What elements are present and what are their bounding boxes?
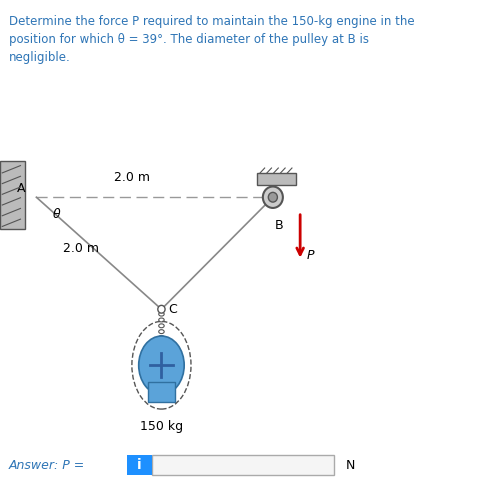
Text: 150 kg: 150 kg	[140, 420, 183, 432]
Text: Answer: P =: Answer: P =	[9, 459, 89, 471]
FancyBboxPatch shape	[127, 455, 152, 475]
Text: 2.0 m: 2.0 m	[62, 242, 99, 255]
Text: P: P	[306, 249, 314, 262]
Text: B: B	[275, 219, 283, 232]
Text: $\theta$: $\theta$	[52, 207, 61, 221]
Circle shape	[158, 305, 165, 313]
Text: A: A	[17, 182, 25, 195]
Circle shape	[268, 192, 277, 202]
Text: Determine the force P required to maintain the 150-kg engine in the
position for: Determine the force P required to mainta…	[9, 15, 414, 64]
Text: 2.0 m: 2.0 m	[114, 171, 150, 184]
Text: C: C	[168, 303, 177, 316]
Bar	[0, 161, 25, 229]
Bar	[147, 382, 175, 402]
Text: i: i	[137, 458, 142, 472]
Bar	[256, 173, 295, 185]
Ellipse shape	[139, 336, 184, 394]
Circle shape	[263, 187, 282, 208]
Text: N: N	[345, 459, 354, 471]
FancyBboxPatch shape	[152, 455, 334, 475]
